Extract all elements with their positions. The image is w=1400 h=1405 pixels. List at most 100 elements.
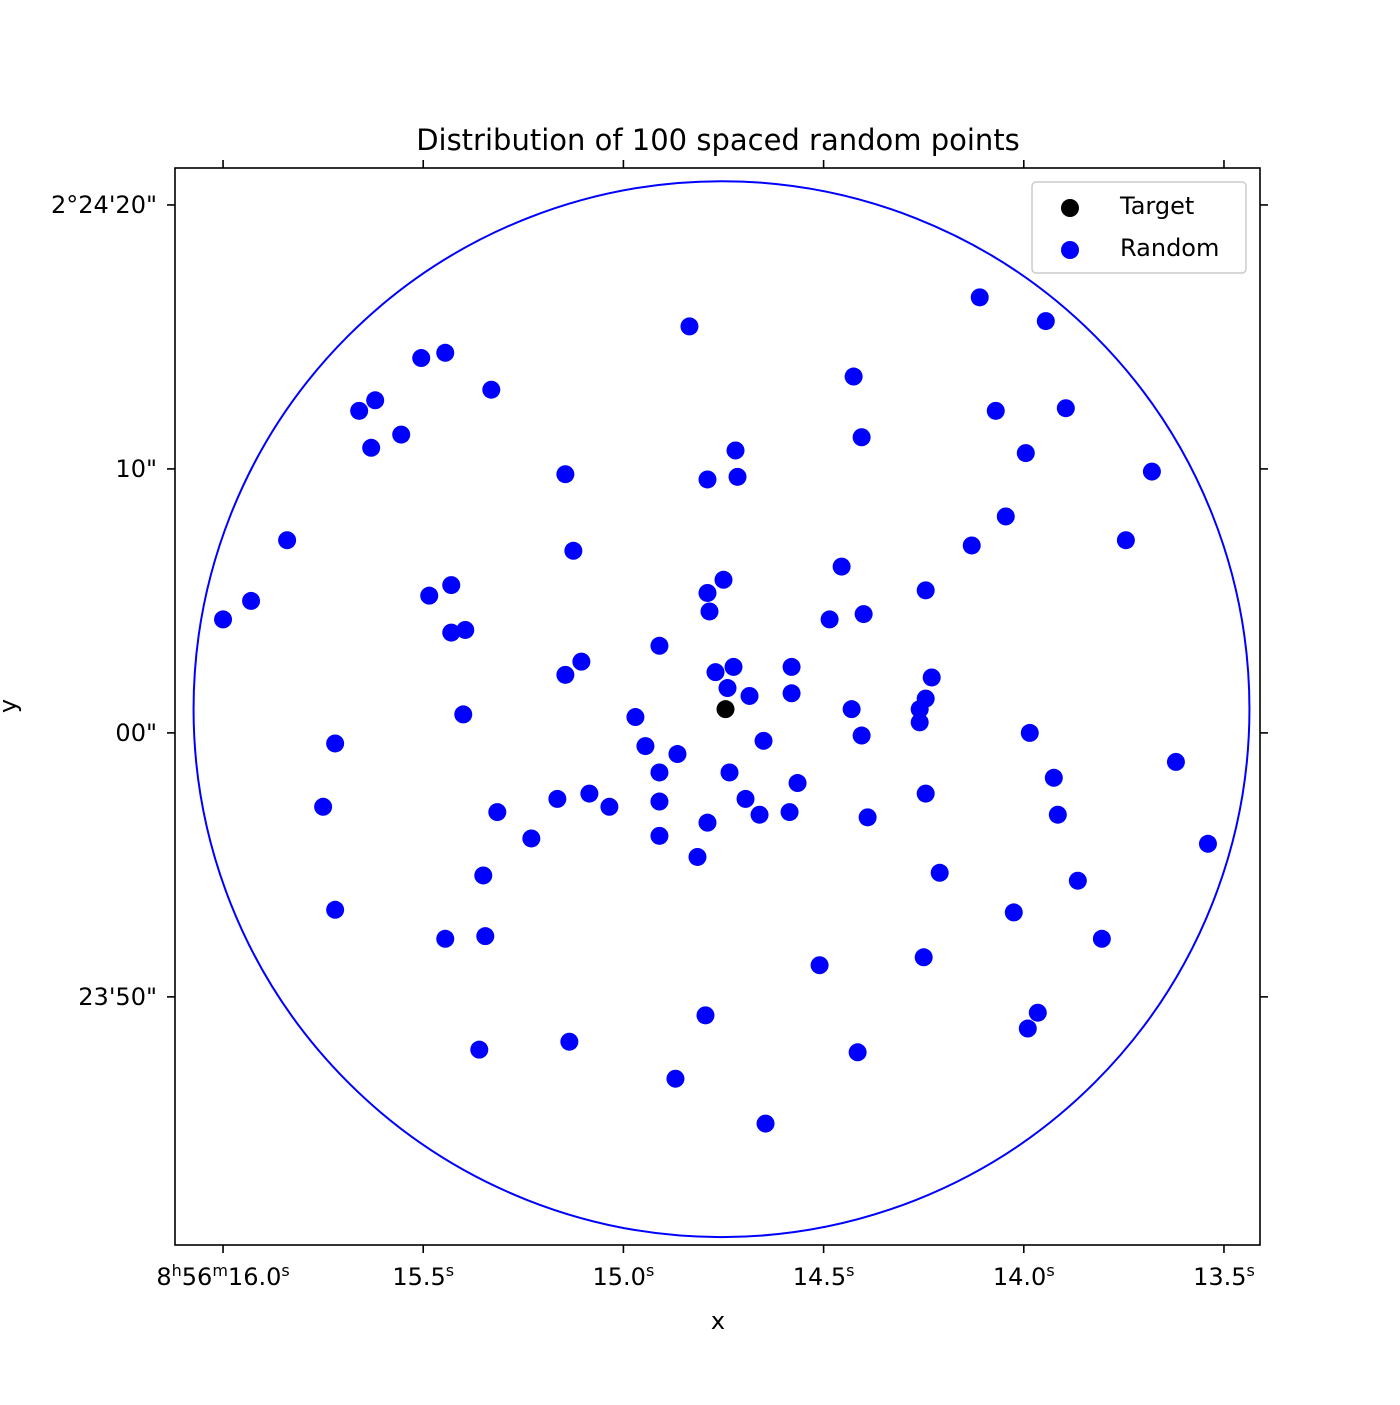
point-random <box>698 583 717 602</box>
point-random <box>1028 1003 1047 1022</box>
point-random <box>736 789 755 808</box>
point-random <box>970 288 989 307</box>
point-random <box>750 805 769 824</box>
point-random <box>350 401 369 420</box>
x-axis-label: x <box>711 1307 725 1335</box>
point-random <box>698 813 717 832</box>
point-random <box>436 929 455 948</box>
point-random <box>916 581 935 600</box>
point-random <box>1036 312 1055 331</box>
legend: Target Random <box>1031 181 1247 274</box>
legend-marker-random <box>1061 241 1079 259</box>
point-random <box>1198 834 1217 853</box>
point-random <box>454 705 473 724</box>
point-target <box>716 700 735 719</box>
point-random <box>848 1043 867 1062</box>
point-random <box>858 808 877 827</box>
point-random <box>470 1040 489 1059</box>
point-random <box>1016 444 1035 463</box>
point-random <box>700 602 719 621</box>
point-random <box>456 620 475 639</box>
point-random <box>556 665 575 684</box>
point-random <box>556 465 575 484</box>
point-random <box>412 349 431 368</box>
point-random <box>782 684 801 703</box>
legend-marker-target <box>1061 199 1079 217</box>
point-random <box>854 605 873 624</box>
point-random <box>580 784 599 803</box>
chart-title: Distribution of 100 spaced random points <box>416 123 1020 157</box>
point-random <box>650 763 669 782</box>
point-random <box>522 829 541 848</box>
point-random <box>788 774 807 793</box>
x-tick-label: 15.0s <box>593 1261 655 1291</box>
point-random <box>1044 768 1063 787</box>
point-random <box>436 343 455 362</box>
point-random <box>740 686 759 705</box>
point-random <box>724 657 743 676</box>
point-random <box>326 900 345 919</box>
point-random <box>930 863 949 882</box>
point-random <box>1166 752 1185 771</box>
point-random <box>842 700 861 719</box>
circle-layer <box>192 180 1251 1239</box>
point-random <box>560 1032 579 1051</box>
point-random <box>810 956 829 975</box>
x-tick-label: 13.5s <box>1193 1261 1255 1291</box>
point-random <box>1018 1019 1037 1038</box>
point-random <box>726 441 745 460</box>
point-random <box>392 425 411 444</box>
point-random <box>844 367 863 386</box>
point-random <box>1068 871 1087 890</box>
points-layer <box>214 288 1217 1133</box>
legend-label-target: Target <box>1119 192 1194 220</box>
x-tick-label: 14.0s <box>993 1261 1055 1291</box>
y-axis-label: y <box>0 699 22 713</box>
point-random <box>362 438 381 457</box>
point-random <box>488 803 507 822</box>
y-tick-label: 00" <box>115 719 157 747</box>
point-random <box>962 536 981 555</box>
point-random <box>916 784 935 803</box>
point-random <box>780 803 799 822</box>
point-random <box>910 713 929 732</box>
point-random <box>820 610 839 629</box>
point-random <box>914 948 933 967</box>
legend-label-random: Random <box>1120 234 1219 262</box>
point-random <box>852 428 871 447</box>
point-random <box>1020 723 1039 742</box>
y-tick-label: 2°24'20" <box>51 191 157 219</box>
point-random <box>278 531 297 550</box>
point-random <box>1116 531 1135 550</box>
point-random <box>680 317 699 336</box>
point-random <box>986 401 1005 420</box>
point-random <box>548 789 567 808</box>
point-random <box>442 576 461 595</box>
x-tick-label: 8h56m16.0s <box>156 1261 289 1291</box>
point-random <box>832 557 851 576</box>
point-random <box>1092 929 1111 948</box>
y-tick-label: 23'50" <box>78 983 157 1011</box>
point-random <box>1056 399 1075 418</box>
point-random <box>698 470 717 489</box>
point-random <box>564 541 583 560</box>
point-random <box>756 1114 775 1133</box>
legend-box <box>1031 181 1247 274</box>
point-random <box>688 847 707 866</box>
tick-layer: 8h56m16.0s 15.5s 15.0s 14.5s 14.0s 13.5s 2°24'… <box>51 160 1268 1291</box>
point-random <box>1142 462 1161 481</box>
point-random <box>852 726 871 745</box>
point-random <box>476 927 495 946</box>
point-random <box>666 1069 685 1088</box>
selection-circle <box>192 180 1251 1239</box>
point-random <box>366 391 385 410</box>
point-random <box>728 467 747 486</box>
point-random <box>420 586 439 605</box>
x-tick-label: 14.5s <box>793 1261 855 1291</box>
point-random <box>572 652 591 671</box>
point-random <box>650 792 669 811</box>
point-random <box>242 591 261 610</box>
point-random <box>626 708 645 727</box>
point-random <box>714 570 733 589</box>
